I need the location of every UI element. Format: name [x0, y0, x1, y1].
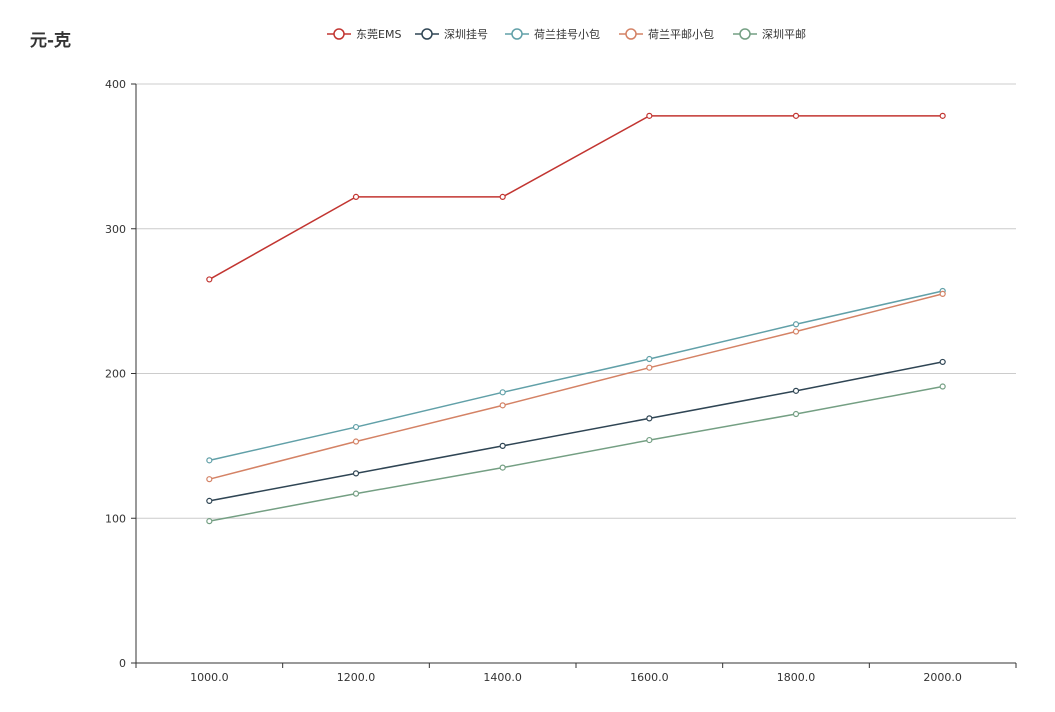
data-point[interactable]: [206, 276, 213, 283]
data-point[interactable]: [499, 389, 506, 396]
data-point[interactable]: [206, 497, 213, 504]
series-line: [209, 293, 943, 480]
data-point[interactable]: [646, 364, 653, 371]
legend-label: 深圳挂号: [444, 27, 488, 41]
series-4: [206, 383, 946, 525]
data-point[interactable]: [499, 402, 506, 409]
series-line: [209, 290, 943, 462]
data-point[interactable]: [206, 457, 213, 464]
series-line: [209, 361, 943, 502]
data-point[interactable]: [206, 518, 213, 525]
series-2: [206, 287, 946, 464]
legend-marker-icon: [739, 28, 751, 40]
data-point[interactable]: [646, 436, 653, 444]
data-point[interactable]: [939, 112, 946, 119]
data-point[interactable]: [206, 476, 213, 483]
data-point[interactable]: [352, 193, 360, 201]
chart-title: 元-克: [30, 31, 72, 51]
legend-marker-icon: [333, 28, 345, 40]
data-point[interactable]: [499, 442, 506, 449]
series-line: [208, 115, 943, 281]
legend-item[interactable]: 深圳平邮: [733, 28, 806, 41]
y-tick-label: 0: [119, 657, 126, 670]
legend-marker-icon: [511, 28, 523, 40]
data-point[interactable]: [352, 438, 360, 445]
data-point[interactable]: [939, 383, 946, 390]
x-tick-label: 1200.0: [337, 671, 376, 684]
data-point[interactable]: [939, 358, 946, 366]
y-tick-label: 300: [105, 223, 126, 236]
legend-item[interactable]: 东莞EMS: [327, 28, 401, 41]
legend-label: 深圳平邮: [762, 28, 806, 41]
data-point[interactable]: [792, 387, 800, 394]
x-tick-label: 1800.0: [777, 671, 816, 684]
series-3: [206, 290, 946, 483]
axes: 0 100 200 300 400 1000.0 1200.0 1400.0 1600.0 180…: [105, 78, 1017, 684]
series-line: [209, 385, 943, 522]
data-point[interactable]: [499, 193, 506, 201]
data-point[interactable]: [352, 490, 360, 497]
data-point[interactable]: [352, 470, 360, 477]
legend-item[interactable]: 深圳挂号: [415, 27, 488, 41]
data-point[interactable]: [646, 415, 653, 422]
y-tick-label: 100: [105, 512, 126, 525]
legend-marker-icon: [421, 28, 433, 40]
legend-item[interactable]: 荷兰挂号小包: [505, 27, 600, 41]
x-tick-label: 2000.0: [923, 671, 962, 684]
x-tick-label: 1400.0: [483, 671, 522, 684]
series-0: [206, 112, 946, 283]
data-point[interactable]: [352, 423, 360, 431]
data-point[interactable]: [792, 328, 800, 335]
legend-label: 东莞EMS: [356, 28, 401, 41]
legend: 东莞EMS 深圳挂号 荷兰挂号小包 荷兰平邮小包 深圳平邮: [327, 27, 806, 41]
legend-marker-icon: [625, 28, 637, 40]
data-point[interactable]: [646, 112, 653, 119]
data-point[interactable]: [939, 290, 946, 297]
legend-label: 荷兰平邮小包: [648, 28, 714, 41]
data-point[interactable]: [646, 355, 653, 363]
series-1: [206, 358, 946, 504]
legend-label: 荷兰挂号小包: [534, 27, 600, 41]
y-tick-label: 200: [105, 368, 126, 381]
data-point[interactable]: [792, 112, 800, 119]
x-tick-label: 1000.0: [190, 671, 229, 684]
y-tick-label: 400: [105, 78, 126, 91]
legend-item[interactable]: 荷兰平邮小包: [619, 28, 714, 41]
grid-lines: [136, 83, 1016, 519]
x-tick-label: 1600.0: [630, 671, 669, 684]
data-point[interactable]: [499, 464, 506, 471]
data-point[interactable]: [792, 410, 800, 418]
series-layer: [206, 112, 946, 525]
data-point[interactable]: [792, 321, 800, 328]
